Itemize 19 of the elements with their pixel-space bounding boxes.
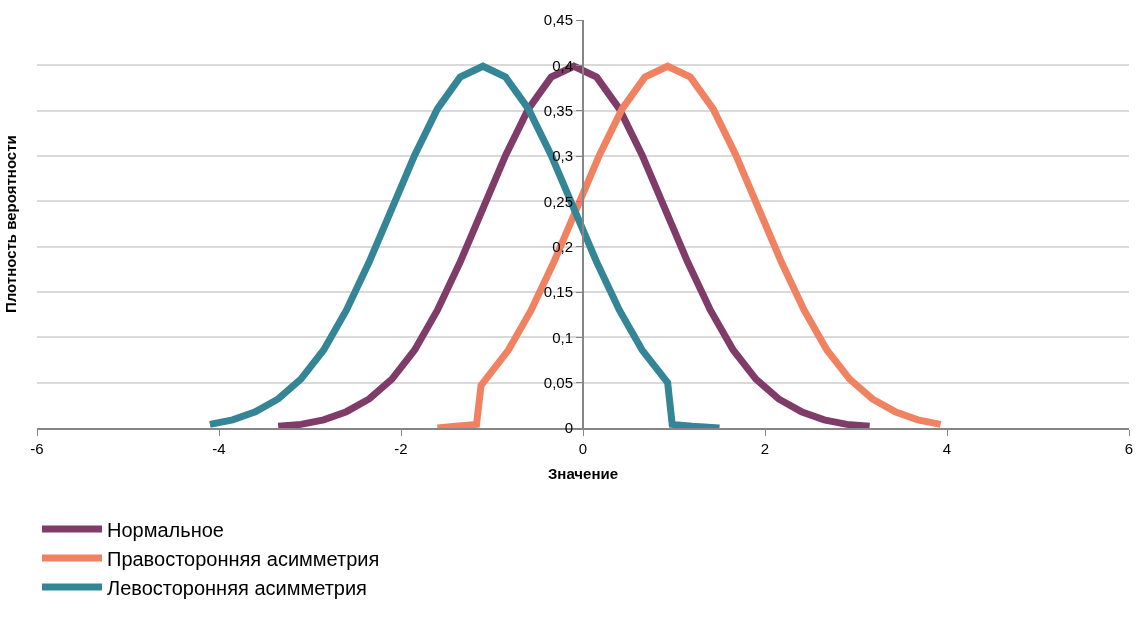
y-tick-label: 0,1 (552, 328, 573, 346)
x-tick-label: 4 (942, 440, 952, 457)
y-tick-label: 0,2 (552, 237, 573, 255)
x-axis-title: Значение (547, 464, 619, 482)
x-tick-label: -4 (212, 440, 226, 457)
legend-label: Правосторонняя асимметрия (107, 547, 380, 570)
y-tick-label: 0,15 (543, 283, 573, 301)
legend-label: Нормальное (107, 518, 224, 541)
y-tick-label: 0,35 (543, 101, 573, 119)
x-tick-label: 0 (578, 440, 588, 457)
x-tick-label: 6 (1124, 440, 1134, 457)
y-tick-label: 0,05 (543, 373, 573, 391)
y-axis-title: Плотность вероятности (2, 135, 20, 314)
y-tick-label: 0,45 (543, 11, 573, 29)
y-tick-label: 0 (564, 419, 573, 437)
x-tick-label: 2 (760, 440, 770, 457)
x-tick-label: -2 (394, 440, 408, 457)
x-tick-label: -6 (30, 440, 44, 457)
legend-label: Левосторонняя асимметрия (107, 576, 367, 599)
